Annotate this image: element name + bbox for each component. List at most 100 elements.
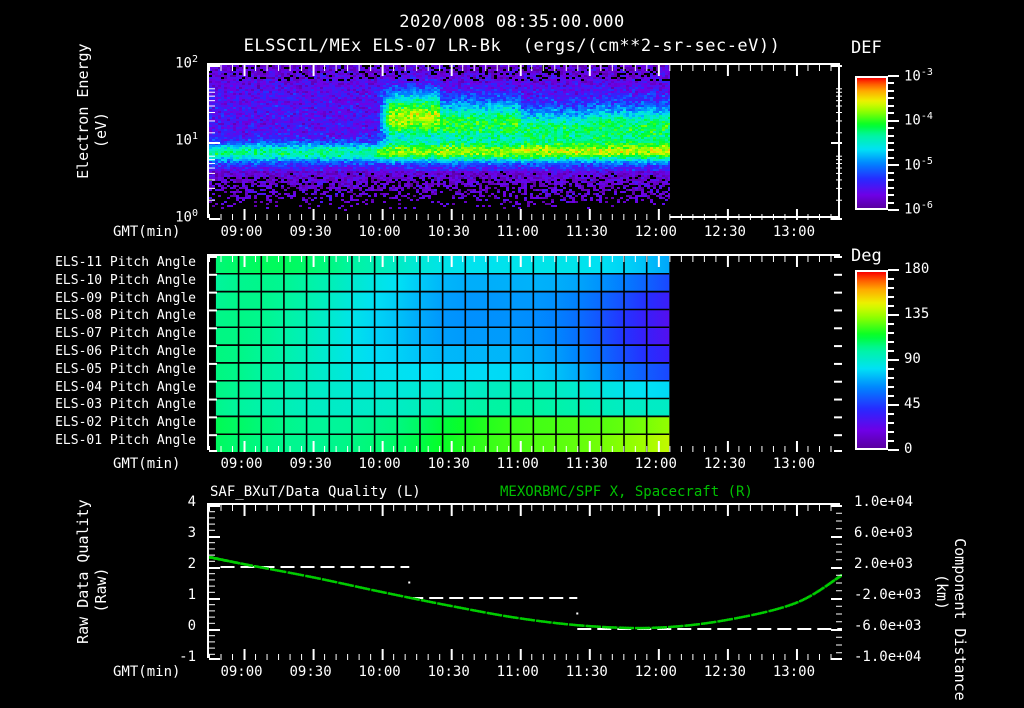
colorbar-minor-tick <box>888 194 894 197</box>
colorbar-major-tick <box>888 449 899 451</box>
colorbar-major-tick <box>888 164 899 167</box>
xtick-label: 12:30 <box>703 456 746 472</box>
panel3-left-title: SAF_BXuT/Data Quality (L) <box>210 484 421 500</box>
pitch-angle-row-label: ELS-05 Pitch Angle <box>55 361 196 377</box>
colorbar-major-tick <box>888 359 899 361</box>
panel2-colorbar-title: Deg <box>851 246 882 266</box>
panel3-xtick-labels: 09:00 09:30 10:00 10:30 11:00 11:30 12:00 12:30… <box>207 664 840 684</box>
colorbar-minor-tick <box>888 112 894 115</box>
spectrogram-image <box>209 65 842 220</box>
panel-electron-energy: Electron Energy (eV) 102 101 100 GMT(min… <box>0 0 1024 240</box>
colorbar-minor-tick <box>888 82 894 85</box>
xtick-label: 10:00 <box>358 224 401 240</box>
colorbar-major-tick <box>888 75 899 77</box>
page-title: 2020/008 08:35:00.000 <box>399 12 625 32</box>
colorbar-minor-tick <box>888 201 894 204</box>
panel1-ytick-0: 102 <box>175 54 198 72</box>
xtick-label: 11:00 <box>496 664 539 680</box>
panel1-xtick-labels: 09:00 09:30 10:00 10:30 11:00 11:30 12:00 12:30… <box>207 224 840 244</box>
pitch-angle-image <box>209 256 842 452</box>
colorbar-minor-tick <box>888 171 894 174</box>
colorbar-minor-tick <box>888 350 894 352</box>
colorbar-major-tick <box>888 209 899 211</box>
xtick-label: 09:30 <box>289 224 332 240</box>
xtick-label: 12:30 <box>703 664 746 680</box>
panel3-ytick-left: 3 <box>187 525 196 541</box>
colorbar-minor-tick <box>888 142 894 144</box>
xtick-label: 11:30 <box>565 224 608 240</box>
timeseries-plot <box>209 505 842 660</box>
colorbar-minor-tick <box>888 431 894 433</box>
cbar1-label-0: 10-3 <box>904 67 933 85</box>
colorbar-minor-tick <box>888 305 894 307</box>
xtick-label: 10:00 <box>358 664 401 680</box>
xtick-label: 11:00 <box>496 456 539 472</box>
xtick-label: 09:00 <box>220 224 263 240</box>
page-subtitle: ELSSCIL/MEx ELS-07 LR-Bk (ergs/(cm**2-sr… <box>243 36 781 56</box>
colorbar-major-tick <box>888 269 899 271</box>
pitch-angle-row-label: ELS-11 Pitch Angle <box>55 254 196 270</box>
colorbar-major-tick <box>888 119 899 122</box>
panel3-ytick-labels-left: 4 3 2 1 0 -1 <box>150 494 202 665</box>
panel2-colorbar-labels: 180 135 90 45 0 <box>900 261 970 457</box>
xtick-label: 13:00 <box>772 456 816 472</box>
panel3-ylabel-left-text: Raw Data Quality (Raw) <box>74 499 110 644</box>
colorbar-minor-tick <box>888 386 894 388</box>
pitch-angle-row-label: ELS-09 Pitch Angle <box>55 290 196 306</box>
panel3-xlabel: GMT(min) <box>113 664 181 680</box>
pitch-angle-row-label: ELS-08 Pitch Angle <box>55 308 196 324</box>
panel3-plot-frame <box>207 503 842 660</box>
colorbar-major-tick <box>888 404 899 406</box>
colorbar-minor-tick <box>888 413 894 415</box>
colorbar-minor-tick <box>888 323 894 325</box>
colorbar-minor-tick <box>888 134 894 137</box>
panel2-row-labels: ELS-11 Pitch Angle ELS-10 Pitch Angle ELS-… <box>0 254 202 450</box>
xtick-label: 11:00 <box>496 224 539 240</box>
colorbar-minor-tick <box>888 422 894 424</box>
panel3-ylabel-left: Raw Data Quality (Raw) <box>58 499 127 680</box>
panel1-ylabel-text: Electron Energy (eV) <box>74 43 110 179</box>
panel1-xlabel: GMT(min) <box>113 224 181 240</box>
panel3-ytick-right: -2.0e+03 <box>854 587 922 603</box>
xtick-label: 12:00 <box>634 456 677 472</box>
xtick-label: 10:00 <box>358 456 401 472</box>
panel-pitch-angle: ELS-11 Pitch Angle ELS-10 Pitch Angle ELS-… <box>0 240 1024 480</box>
panel3-ytick-left: 0 <box>187 618 196 634</box>
cbar2-label-2: 90 <box>904 351 921 367</box>
xtick-label: 12:30 <box>703 224 746 240</box>
xtick-label: 10:30 <box>427 224 470 240</box>
colorbar-minor-tick <box>888 89 894 92</box>
pitch-angle-row-label: ELS-02 Pitch Angle <box>55 415 196 431</box>
panel1-ytick-labels: 102 101 100 <box>152 54 202 226</box>
panel3-ytick-left: 4 <box>187 494 196 510</box>
xtick-label: 10:30 <box>427 664 470 680</box>
cbar2-label-1: 135 <box>904 306 930 322</box>
xtick-label: 11:30 <box>565 456 608 472</box>
colorbar-minor-tick <box>888 186 894 189</box>
panel1-colorbar-labels: 10-3 10-4 10-5 10-6 <box>900 67 970 218</box>
colorbar-major-tick <box>888 314 899 316</box>
panel3-ytick-right: -6.0e+03 <box>854 618 922 634</box>
pitch-angle-row-label: ELS-06 Pitch Angle <box>55 344 196 359</box>
pitch-angle-row-label: ELS-07 Pitch Angle <box>55 326 196 342</box>
xtick-label: 12:00 <box>634 224 677 240</box>
colorbar-minor-tick <box>888 296 894 298</box>
cbar2-label-4: 0 <box>904 441 913 457</box>
panel-data-quality: SAF_BXuT/Data Quality (L) MEXORBMC/SPF X… <box>0 480 1024 708</box>
pitch-angle-row-label: ELS-04 Pitch Angle <box>55 379 196 395</box>
panel2-xlabel: GMT(min) <box>113 456 181 472</box>
panel3-ytick-right: 6.0e+03 <box>854 525 914 541</box>
colorbar-minor-tick <box>888 332 894 334</box>
colorbar-minor-tick <box>888 278 894 280</box>
panel1-ytick-1: 101 <box>175 131 198 149</box>
panel3-ytick-left: 2 <box>187 556 196 572</box>
cbar2-label-0: 180 <box>904 261 930 277</box>
panel3-ytick-left: -1 <box>179 649 196 665</box>
panel1-ytick-2: 100 <box>175 208 198 226</box>
colorbar-minor-tick <box>888 104 894 107</box>
panel2-colorbar-ticks <box>888 269 900 451</box>
pitch-angle-row-label: ELS-01 Pitch Angle <box>55 433 196 449</box>
cbar1-label-1: 10-4 <box>904 111 933 129</box>
xtick-label: 10:30 <box>427 456 470 472</box>
panel3-ytick-labels-right: 1.0e+04 6.0e+03 2.0e+03 -2.0e+03 -6.0e+03 -1.… <box>848 494 948 665</box>
